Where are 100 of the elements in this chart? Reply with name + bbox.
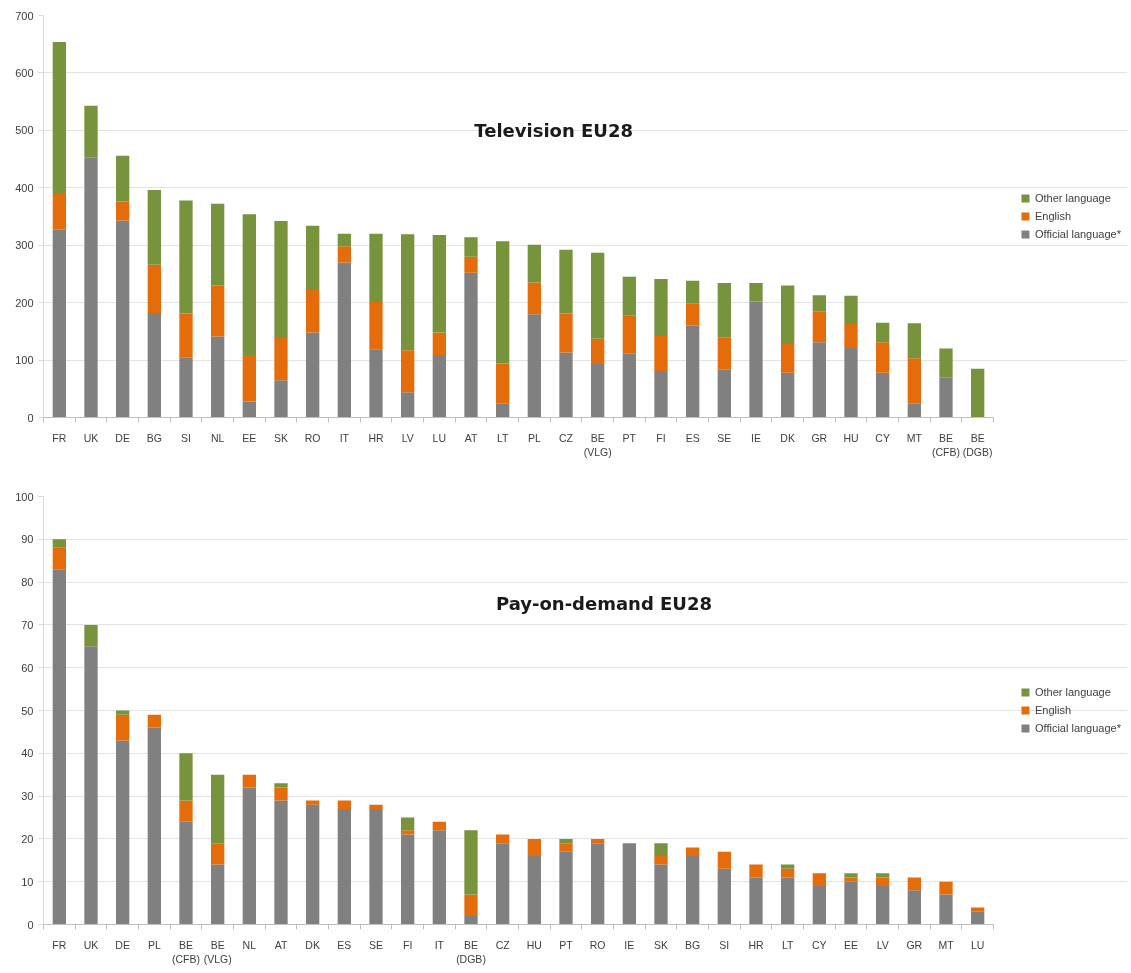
x-tick-label: DE xyxy=(115,938,130,951)
bar xyxy=(401,392,415,418)
y-tick-label: 200 xyxy=(15,296,34,309)
bar xyxy=(369,349,383,418)
x-tick-label: EE xyxy=(844,938,859,951)
bar xyxy=(432,830,446,925)
bar xyxy=(527,856,541,925)
bar xyxy=(749,301,763,418)
y-tick-label: 400 xyxy=(15,181,34,194)
bar xyxy=(781,372,795,418)
x-tick-label: BE (DGB) xyxy=(456,938,486,965)
bar xyxy=(907,877,921,891)
bar xyxy=(812,311,826,343)
bar xyxy=(844,295,858,324)
x-tick-label: AT xyxy=(464,431,478,444)
x-tick-label: IE xyxy=(751,431,761,444)
bar xyxy=(211,285,225,337)
bar xyxy=(432,234,446,333)
bar xyxy=(116,201,130,221)
x-tick-label: ES xyxy=(685,431,700,444)
bar xyxy=(591,838,605,844)
y-tick-label: 90 xyxy=(21,533,34,546)
bar xyxy=(781,285,795,344)
y-tick-label: 30 xyxy=(21,790,34,803)
bar xyxy=(559,249,573,314)
bar xyxy=(52,194,66,230)
bar xyxy=(844,873,858,878)
bar xyxy=(971,907,985,912)
bar xyxy=(274,380,288,418)
x-tick-label: FI xyxy=(403,938,413,951)
y-tick-label: 70 xyxy=(21,618,34,631)
bar xyxy=(116,740,130,925)
x-tick-label: IT xyxy=(339,431,350,444)
y-tick-label: 0 xyxy=(27,918,34,931)
bar xyxy=(939,894,953,925)
x-tick-label: FR xyxy=(52,431,67,444)
bar xyxy=(337,800,351,809)
x-tick-label: LT xyxy=(781,938,794,951)
bar xyxy=(654,864,668,925)
bar xyxy=(527,314,541,418)
bar xyxy=(496,403,510,418)
bar xyxy=(306,804,320,925)
bar xyxy=(717,337,731,370)
bar xyxy=(401,834,415,925)
legend-label: Official language* xyxy=(1034,228,1121,240)
bar xyxy=(781,868,795,878)
bar xyxy=(147,727,161,925)
y-tick-label: 600 xyxy=(15,66,34,79)
bar xyxy=(242,214,256,355)
x-tick-label: NL xyxy=(210,431,225,444)
bar xyxy=(211,843,225,865)
bar xyxy=(844,323,858,349)
bar xyxy=(52,41,66,195)
bar xyxy=(717,283,731,338)
bar xyxy=(812,295,826,312)
bar xyxy=(907,403,921,418)
x-tick-label: LU xyxy=(432,431,447,444)
x-tick-label: FI xyxy=(656,431,666,444)
x-tick-label: SE xyxy=(717,431,732,444)
x-tick-label: LT xyxy=(496,431,509,444)
bar xyxy=(274,783,288,788)
bar xyxy=(179,753,193,801)
x-tick-label: SE xyxy=(369,938,384,951)
x-tick-label: SK xyxy=(654,938,669,951)
y-tick-label: 100 xyxy=(15,354,34,367)
x-tick-label: BG xyxy=(146,431,162,444)
bar xyxy=(527,838,541,857)
bar xyxy=(242,787,256,925)
bar xyxy=(686,856,700,925)
bar xyxy=(844,348,858,418)
bar xyxy=(971,911,985,925)
x-tick-label: CZ xyxy=(495,938,511,951)
bar xyxy=(52,539,66,548)
x-tick-label: CY xyxy=(812,938,827,951)
bar xyxy=(179,313,193,358)
bar xyxy=(876,342,890,373)
x-tick-label: BE (CFB) xyxy=(172,938,200,965)
bar xyxy=(844,881,858,925)
bar xyxy=(812,885,826,925)
bar xyxy=(369,233,383,303)
bar xyxy=(306,332,320,418)
bar xyxy=(907,358,921,404)
y-tick-label: 20 xyxy=(21,832,34,845)
x-tick-label: BE (CFB) xyxy=(932,431,960,458)
bar xyxy=(464,256,478,273)
bar xyxy=(654,856,668,865)
bar xyxy=(559,843,573,852)
bar xyxy=(622,315,636,354)
bar xyxy=(464,237,478,257)
bar xyxy=(369,302,383,350)
bar xyxy=(52,229,66,418)
text: Pay-on-demand EU28 xyxy=(495,593,713,614)
bar xyxy=(211,864,225,925)
bar xyxy=(147,312,161,418)
bar xyxy=(654,370,668,418)
y-tick-label: 100 xyxy=(15,490,34,503)
x-tick-label: LV xyxy=(401,431,414,444)
x-tick-label: LU xyxy=(970,938,985,951)
x-tick-label: IE xyxy=(624,938,635,951)
bar xyxy=(781,343,795,373)
